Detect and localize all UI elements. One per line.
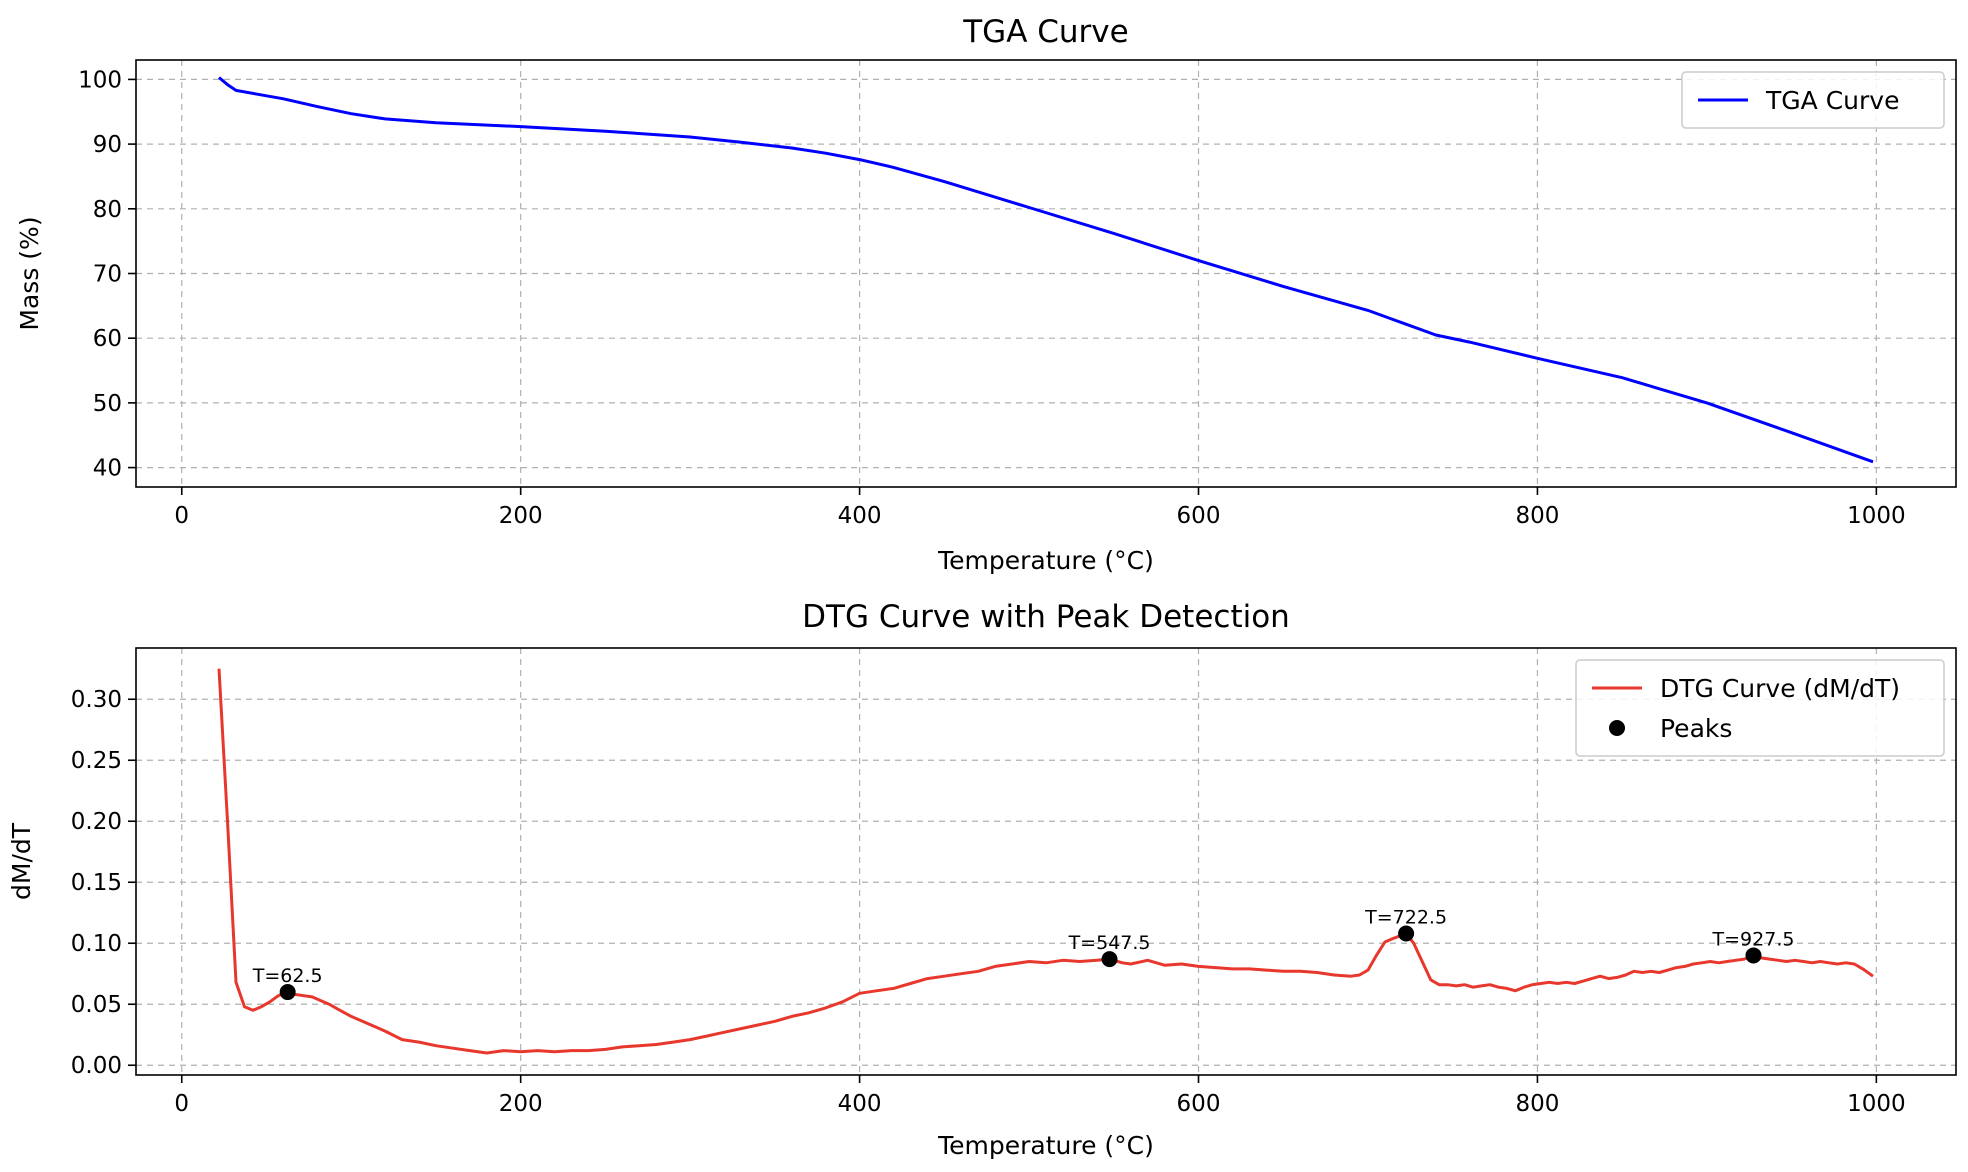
x-tick-label: 600 bbox=[1177, 503, 1221, 529]
y-tick-label: 0.00 bbox=[71, 1053, 122, 1079]
peak-point bbox=[1745, 947, 1762, 964]
x-tick-label: 1000 bbox=[1847, 503, 1906, 529]
y-axis-label: Mass (%) bbox=[15, 216, 44, 330]
x-axis-label: Temperature (°C) bbox=[937, 546, 1154, 575]
peak-annotation: T=927.5 bbox=[1712, 928, 1795, 950]
x-tick-label: 1000 bbox=[1847, 1091, 1906, 1117]
y-tick-label: 0.10 bbox=[71, 931, 122, 957]
peak-annotation: T=722.5 bbox=[1364, 906, 1447, 928]
x-tick-label: 400 bbox=[838, 503, 882, 529]
x-tick-label: 600 bbox=[1177, 1091, 1221, 1117]
y-tick-label: 100 bbox=[78, 67, 122, 93]
chart-title: TGA Curve bbox=[962, 14, 1128, 50]
y-tick-label: 0.05 bbox=[71, 992, 122, 1018]
x-tick-label: 400 bbox=[838, 1091, 882, 1117]
y-tick-label: 0.30 bbox=[71, 687, 122, 713]
axes-frame bbox=[135, 647, 1957, 1076]
y-tick-label: 60 bbox=[93, 326, 122, 352]
x-tick-label: 200 bbox=[499, 1091, 543, 1117]
peak-point bbox=[1101, 951, 1118, 968]
axes-frame bbox=[135, 59, 1957, 488]
legend-label: TGA Curve bbox=[1765, 86, 1899, 115]
y-tick-label: 40 bbox=[93, 456, 122, 482]
y-tick-label: 90 bbox=[93, 132, 122, 158]
y-tick-label: 50 bbox=[93, 391, 122, 417]
y-tick-label: 70 bbox=[93, 262, 122, 288]
x-tick-label: 800 bbox=[1515, 1091, 1559, 1117]
x-tick-label: 0 bbox=[174, 503, 189, 529]
legend: DTG Curve (dM/dT) Peaks bbox=[1575, 659, 1945, 757]
peak-annotation: T=547.5 bbox=[1068, 932, 1151, 954]
y-tick-label: 0.20 bbox=[71, 809, 122, 835]
chart-title: DTG Curve with Peak Detection bbox=[802, 599, 1290, 635]
legend-box bbox=[1681, 71, 1945, 129]
series-line-1 bbox=[218, 76, 1874, 464]
x-axis-label: Temperature (°C) bbox=[937, 1131, 1154, 1160]
peak-point bbox=[279, 984, 296, 1001]
x-tick-label: 0 bbox=[174, 1091, 189, 1117]
x-tick-label: 800 bbox=[1515, 503, 1559, 529]
peak-annotation: T=62.5 bbox=[252, 965, 323, 987]
legend-box bbox=[1575, 659, 1945, 757]
chart-panel-2: 0 200 400 600 800 1000 0.00 0.05 0.10 0.15 0.20 0.2… bbox=[7, 599, 1957, 1160]
legend: TGA Curve bbox=[1681, 71, 1945, 129]
y-tick-label: 0.25 bbox=[71, 748, 122, 774]
chart-panel-1: 0 200 400 600 800 1000 40 50 60 70 80 90 100 TGA Curv… bbox=[15, 14, 1957, 575]
peak-point bbox=[1398, 925, 1415, 942]
series-line-1 bbox=[217, 668, 1874, 1055]
legend-label: Peaks bbox=[1660, 714, 1732, 743]
legend-label: DTG Curve (dM/dT) bbox=[1660, 674, 1900, 703]
y-tick-label: 0.15 bbox=[71, 870, 122, 896]
y-axis-label: dM/dT bbox=[7, 822, 36, 900]
legend-marker bbox=[1609, 720, 1625, 736]
y-tick-label: 80 bbox=[93, 197, 122, 223]
x-tick-label: 200 bbox=[499, 503, 543, 529]
